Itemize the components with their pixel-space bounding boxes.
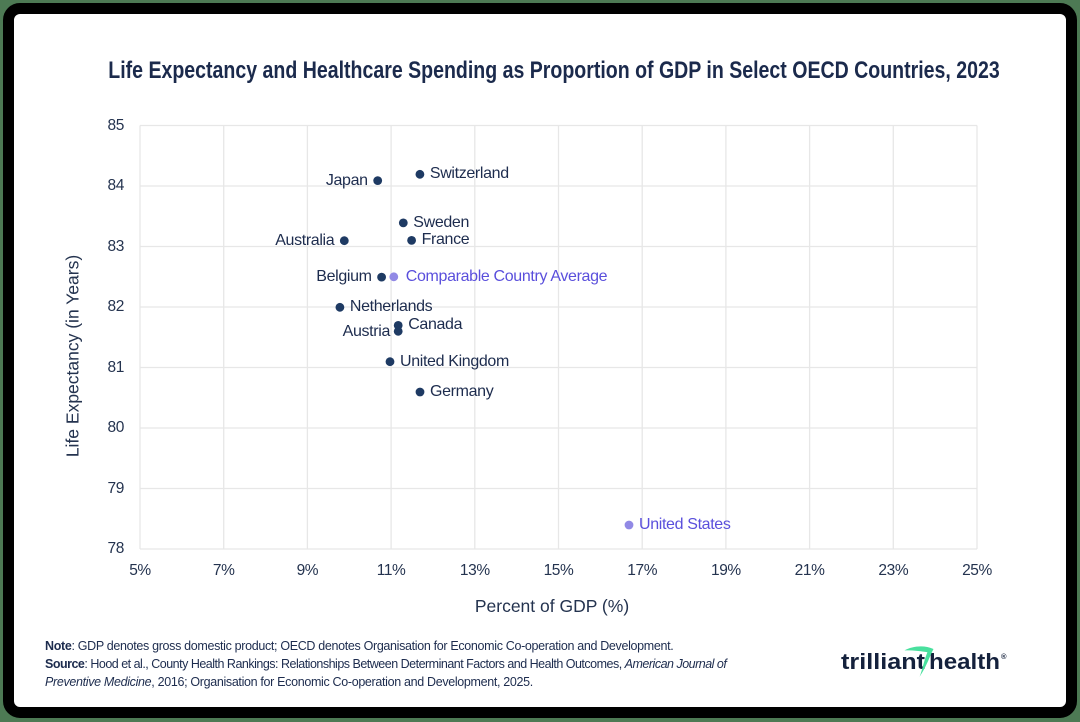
svg-text:health: health (929, 649, 1000, 674)
svg-text:®: ® (1001, 652, 1007, 661)
svg-text:trilliant: trilliant (841, 649, 926, 674)
